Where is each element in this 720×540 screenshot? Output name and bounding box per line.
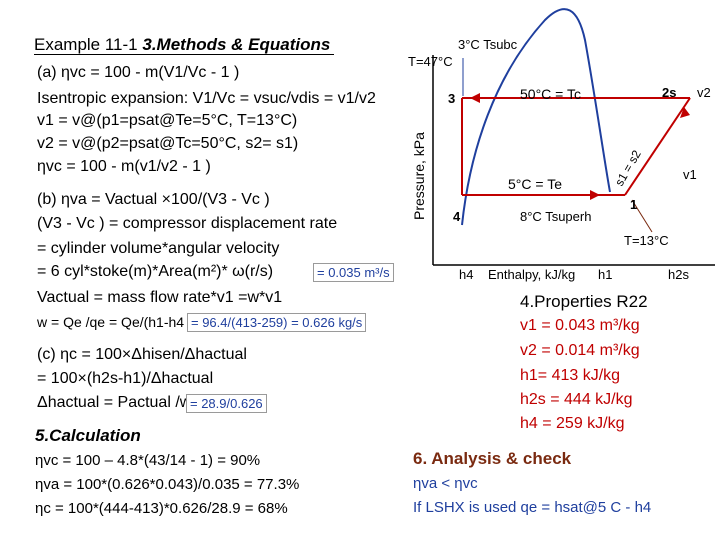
condenser-arrow [470, 93, 480, 103]
eq-v1: v1 = v@(p1=psat@Te=5°C, T=13°C) [37, 112, 298, 129]
eq-v2: v2 = v@(p2=psat@Tc=50°C, s2= s1) [37, 135, 299, 152]
superheat-label: 8°C Tsuperh [520, 209, 592, 224]
calc-vc: ηvc = 100 – 4.8*(43/14 - 1) = 90% [35, 452, 261, 469]
te-label: 5°C = Te [508, 176, 562, 192]
eq-vc-v1-v2: ηvc = 100 - m(v1/v2 - 1 ) [37, 158, 211, 175]
state-1-label: 1 [630, 197, 638, 212]
eq-mass-flow: w = Qe /qe = Qe/(h1-h4 [37, 314, 185, 330]
h2s-axis-label: h2s [668, 267, 689, 282]
t13-label: T=13°C [624, 233, 669, 248]
eq-c-efficiency: (c) ηc = 100×Δhisen/Δhactual [37, 346, 247, 363]
calc-c: ηc = 100*(444-413)*0.626/28.9 = 68% [35, 500, 288, 517]
prop-v1: v1 = 0.043 m³/kg [520, 317, 640, 334]
section-heading-calculation: 5.Calculation [35, 426, 141, 445]
prop-h1: h1= 413 kJ/kg [520, 367, 621, 384]
compression-line [624, 97, 691, 196]
h4-axis-label: h4 [459, 267, 474, 282]
subcool-label: 3°C Tsubc [458, 37, 518, 52]
section-heading-properties: 4.Properties R22 [520, 292, 648, 311]
v2-label: v2 [697, 85, 711, 100]
analysis-lshx: If LSHX is used qe = hsat@5 C - h4 [413, 499, 652, 516]
title-underline [34, 54, 334, 55]
eq-isentropic-expansion: Isentropic expansion: V1/Vc = vsuc/vdis … [37, 90, 376, 107]
eq-enthalpy-ratio: = 100×(h2s-h1)/Δhactual [37, 370, 214, 387]
x-axis-label: Enthalpy, kJ/kg [488, 267, 576, 282]
calc-va: ηva = 100*(0.626*0.043)/0.035 = 77.3% [35, 476, 300, 493]
prop-h4: h4 = 259 kJ/kg [520, 415, 625, 432]
displacement-result-box: = 0.035 m³/s [313, 263, 394, 282]
h-actual-result-box: = 28.9/0.626 [186, 394, 267, 413]
mass-flow-result-box: = 96.4/(413-259) = 0.626 kg/s [187, 313, 367, 332]
tc-label: 50°C = Tc [520, 86, 581, 102]
state-3-label: 3 [448, 91, 456, 106]
saturation-dome [461, 8, 611, 226]
t13-marker [631, 199, 653, 233]
eq-displacement-formula: = 6 cyl*stoke(m)*Area(m²)* ω(r/s) [37, 263, 274, 280]
eq-displacement-rate: (V3 - Vc ) = compressor displacement rat… [37, 215, 338, 232]
v1-label: v1 [683, 167, 697, 182]
evaporator-arrow [590, 190, 600, 200]
section-heading-analysis: 6. Analysis & check [413, 449, 572, 468]
example-title: Example 11-1 3.Methods & Equations [34, 36, 330, 53]
eq-h-actual: Δhactual = Pactual /w [37, 394, 192, 411]
state-4-label: 4 [453, 209, 461, 224]
compression-arrow [680, 107, 690, 118]
prop-v2: v2 = 0.014 m³/kg [520, 342, 640, 359]
analysis-check: ηva < ηvc [413, 475, 478, 492]
section-heading-methods: 3.Methods & Equations [142, 35, 331, 54]
state-2s-label: 2s [662, 85, 677, 100]
eq-cylinder-volume: = cylinder volume*angular velocity [37, 240, 280, 257]
h1-axis-label: h1 [598, 267, 613, 282]
t47-label: T=47°C [408, 54, 453, 69]
eq-vc-efficiency: (a) ηvc = 100 - m(V1/Vc - 1 ) [37, 64, 240, 81]
y-axis-label: Pressure, kPa [411, 132, 427, 220]
prop-h2s: h2s = 444 kJ/kg [520, 391, 633, 408]
example-label: Example 11-1 [34, 35, 138, 54]
eq-va-efficiency: (b) ηva = Vactual ×100/(V3 - Vc ) [37, 191, 270, 208]
eq-v-actual: Vactual = mass flow rate*v1 =w*v1 [37, 289, 283, 306]
